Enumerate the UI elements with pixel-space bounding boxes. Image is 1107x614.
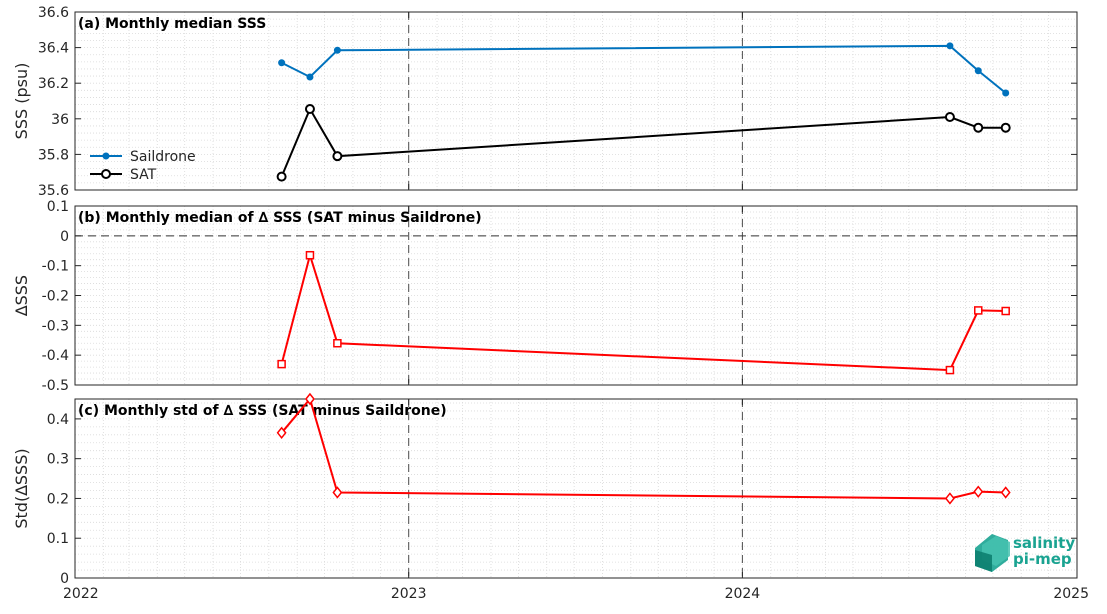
y-tick-label: -0.1 [42,259,69,275]
data-point [334,47,341,54]
legend-marker [102,170,110,178]
panel-title: (b) Monthly median of ∆ SSS (SAT minus S… [78,210,482,226]
y-tick-label: 0.3 [47,452,69,468]
data-point [278,173,286,181]
data-point [1002,308,1009,315]
legend-label: SAT [130,167,157,183]
panel-b: -0.5 -0.4 -0.3 -0.2 -0.1 0 0.1 ∆SSS (b) Monthly … [12,199,1077,394]
y-axis-label: Std(∆SSS) [12,448,31,528]
data-point [975,67,982,74]
salinity-pi-mep-logo: salinity pi-mep [975,534,1075,572]
y-tick-label: -0.5 [42,378,69,394]
x-tick-label: 2024 [725,586,761,602]
y-tick-label: 0 [60,571,69,587]
data-point [975,307,982,314]
y-axis-label: SSS (psu) [12,63,31,140]
plot-area [75,12,1077,190]
y-tick-label: 36.6 [38,5,69,21]
data-point [1002,89,1009,96]
y-tick-label: -0.4 [42,348,69,364]
data-point [946,42,953,49]
y-tick-label: 36 [51,112,69,128]
x-tick-label: 2023 [391,586,427,602]
y-axis-label: ∆SSS [12,275,31,317]
y-tick-label: -0.3 [42,318,69,334]
data-point [974,124,982,132]
panel-title: (c) Monthly std of ∆ SSS (SAT minus Sail… [78,403,447,419]
panel-a: 35.6 35.8 36 36.2 36.4 36.6 SSS (psu) (a) Month… [12,5,1077,199]
y-tick-label: 36.2 [38,76,69,92]
data-point [946,367,953,374]
y-tick-label: 35.8 [38,147,69,163]
legend-label: Saildrone [130,149,196,165]
plot-area [75,399,1077,578]
data-point [1002,124,1010,132]
y-tick-label: 0.2 [47,491,69,507]
y-tick-label: 0.1 [47,531,69,547]
logo-line2: pi-mep [1013,550,1072,568]
data-point [306,252,313,259]
data-point [306,105,314,113]
data-point [946,113,954,121]
legend-marker [103,153,110,160]
y-tick-label: 0.4 [47,412,69,428]
y-tick-label: -0.2 [42,289,69,305]
data-point [278,361,285,368]
y-tick-label: 35.6 [38,183,69,199]
panel-title: (a) Monthly median SSS [78,16,266,32]
panel-c: 0 0.1 0.2 0.3 0.4 2022 2023 2024 2025 Std(∆SSS) (c… [12,394,1089,602]
y-tick-label: 36.4 [38,41,69,57]
data-point [333,152,341,160]
y-tick-label: 0 [60,229,69,245]
y-tick-label: 0.1 [47,199,69,215]
data-point [306,73,313,80]
x-tick-label: 2025 [1053,586,1089,602]
data-point [278,59,285,66]
x-tick-label: 2022 [63,586,99,602]
data-point [334,340,341,347]
